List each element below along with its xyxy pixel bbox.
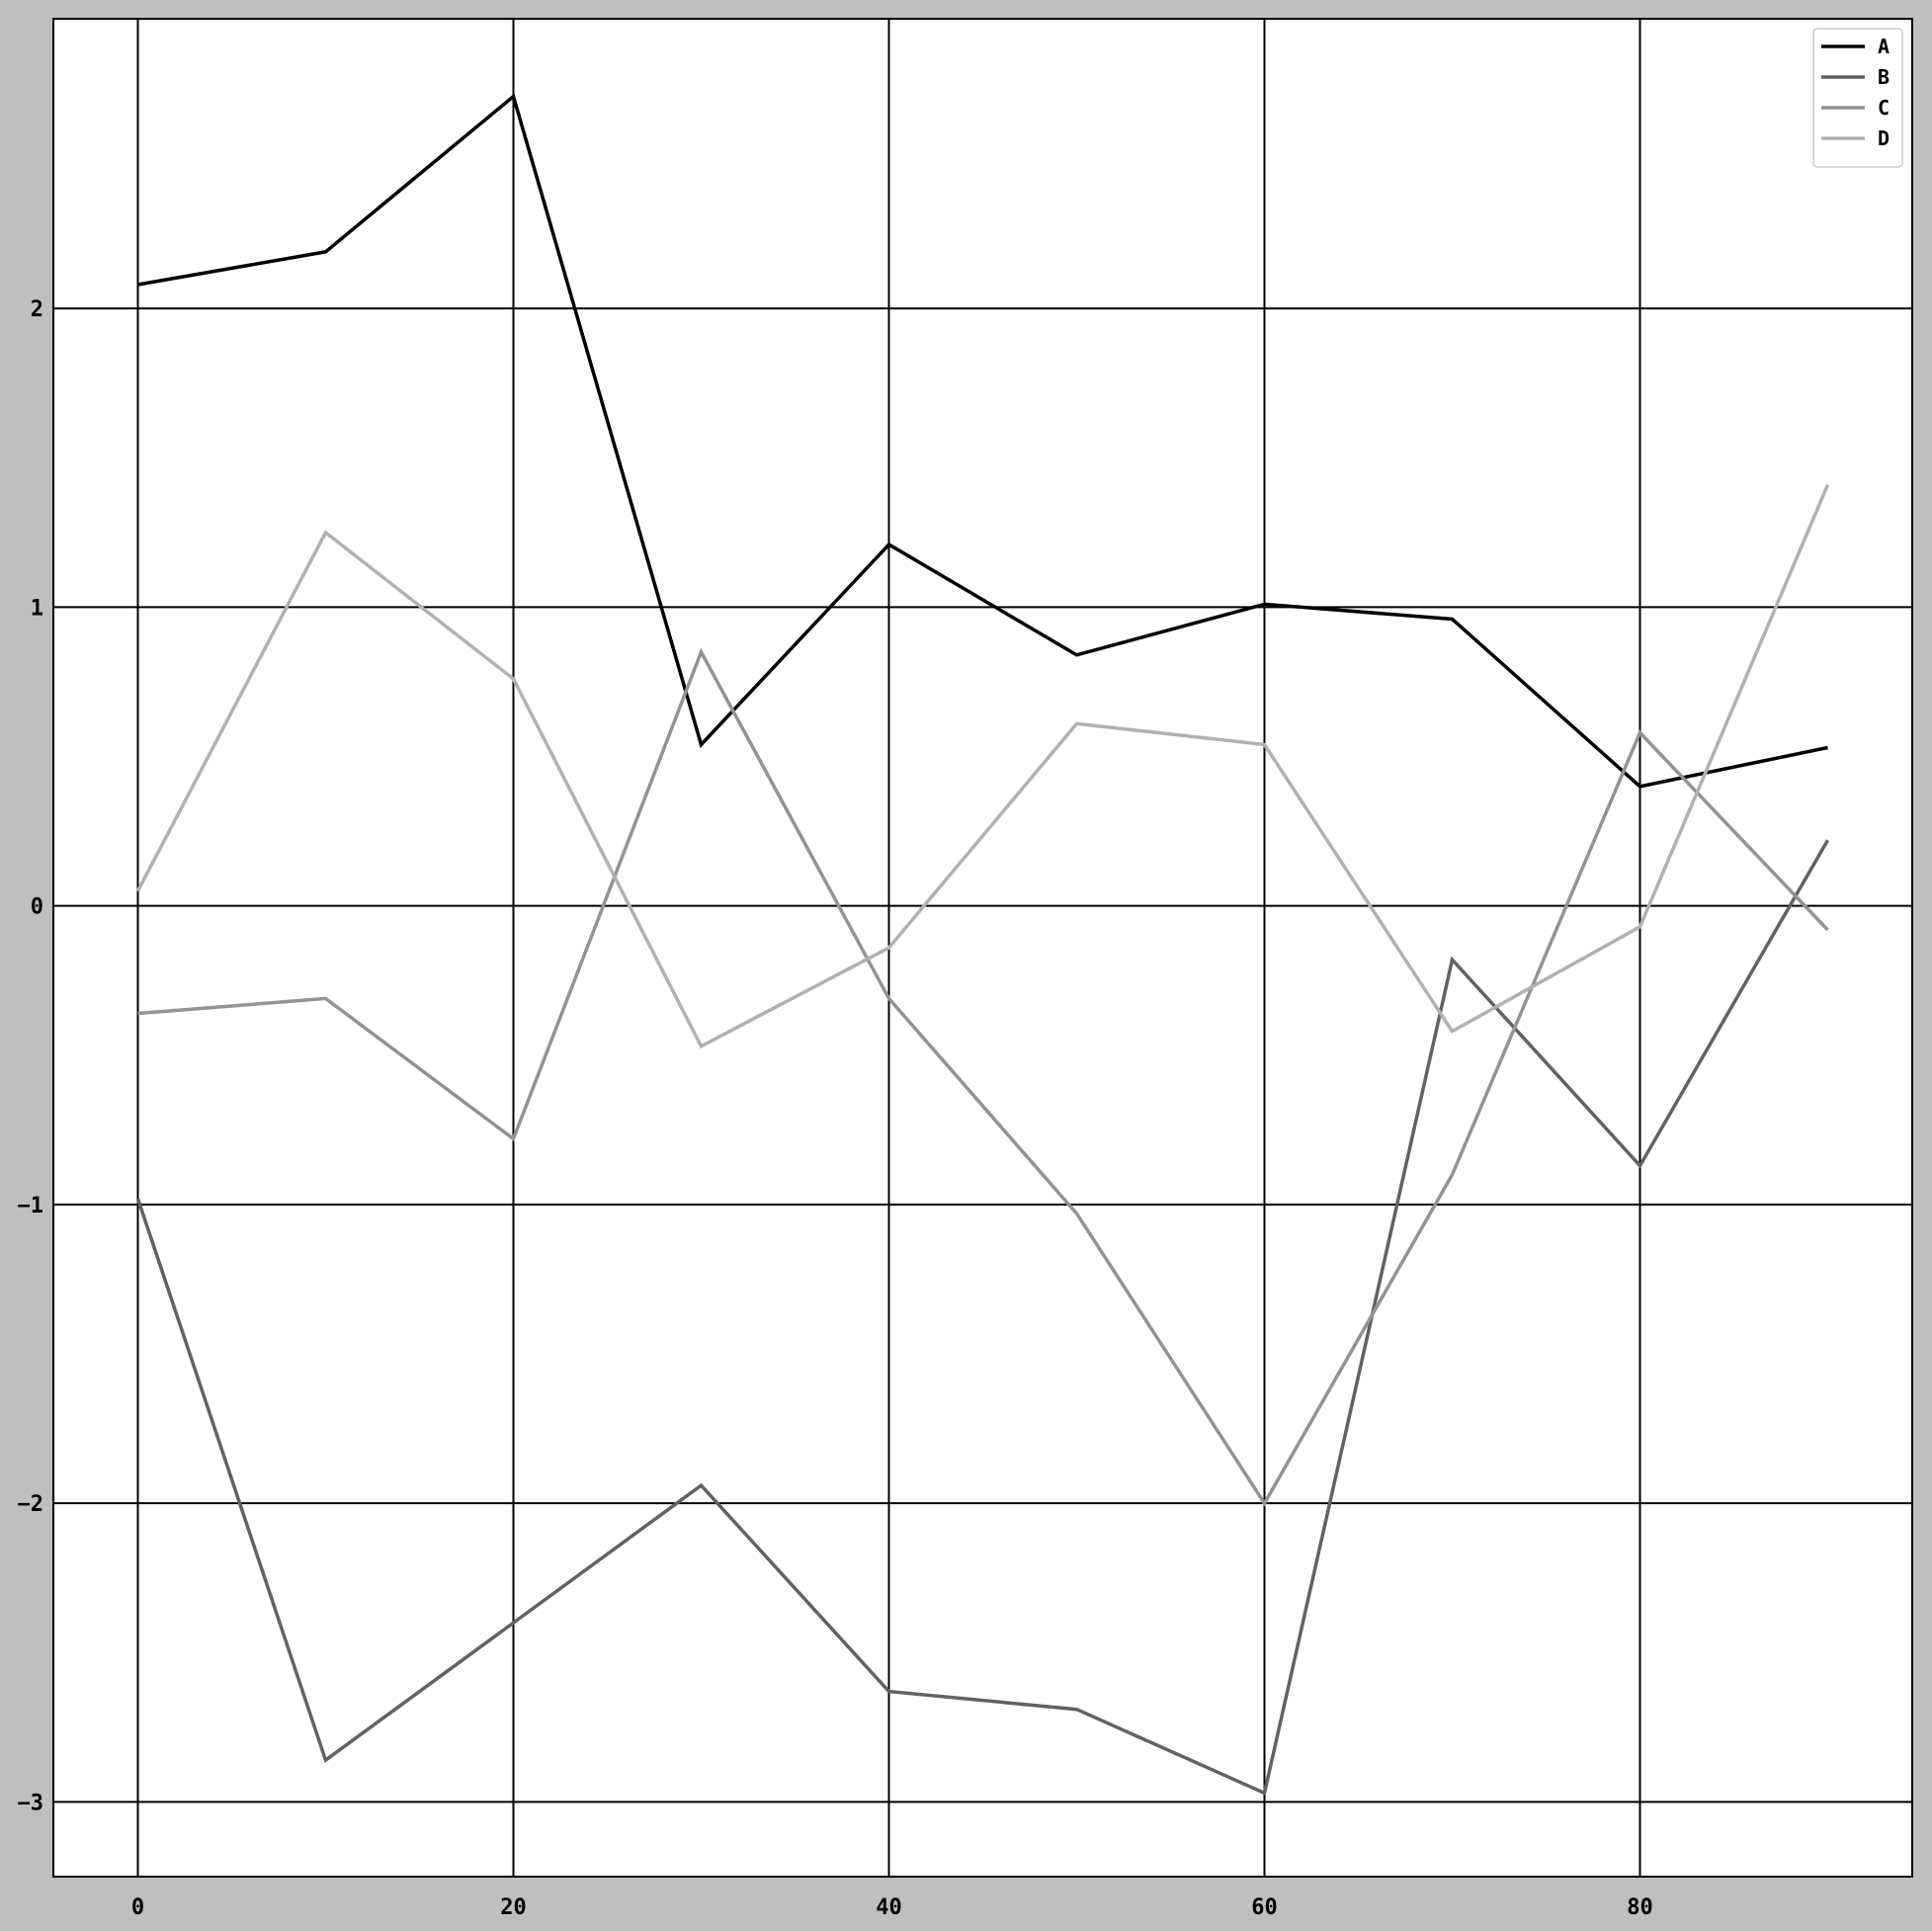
series-line-a <box>137 93 1828 789</box>
legend-box <box>1812 28 1903 168</box>
legend-label: D <box>1878 126 1890 150</box>
legend-label: B <box>1878 65 1890 89</box>
x-tick-label: 80 <box>1627 1895 1653 1920</box>
y-axis: 2 1 0 −1 −2 −3 <box>18 297 44 1815</box>
grid <box>53 19 1912 1877</box>
y-tick-label: −2 <box>18 1492 44 1517</box>
series-lines <box>135 93 1830 1796</box>
series-line-d <box>135 483 1830 1049</box>
series-line-b <box>135 839 1830 1796</box>
plot-area <box>53 19 1912 1877</box>
x-tick-label: 20 <box>500 1895 527 1920</box>
y-tick-label: 2 <box>31 297 43 322</box>
y-tick-label: −3 <box>18 1791 44 1815</box>
x-axis: 0 20 40 60 80 <box>131 1895 1653 1920</box>
legend-label: A <box>1878 35 1890 58</box>
series-line-c <box>137 647 1829 1507</box>
legend-label: C <box>1878 96 1890 120</box>
y-tick-label: 0 <box>31 895 43 920</box>
x-tick-label: 60 <box>1251 1895 1278 1920</box>
x-tick-label: 40 <box>876 1895 902 1920</box>
x-tick-label: 0 <box>131 1895 144 1920</box>
plot-border <box>52 18 1913 1878</box>
y-tick-label: 1 <box>31 596 43 621</box>
y-tick-label: −1 <box>18 1194 44 1218</box>
